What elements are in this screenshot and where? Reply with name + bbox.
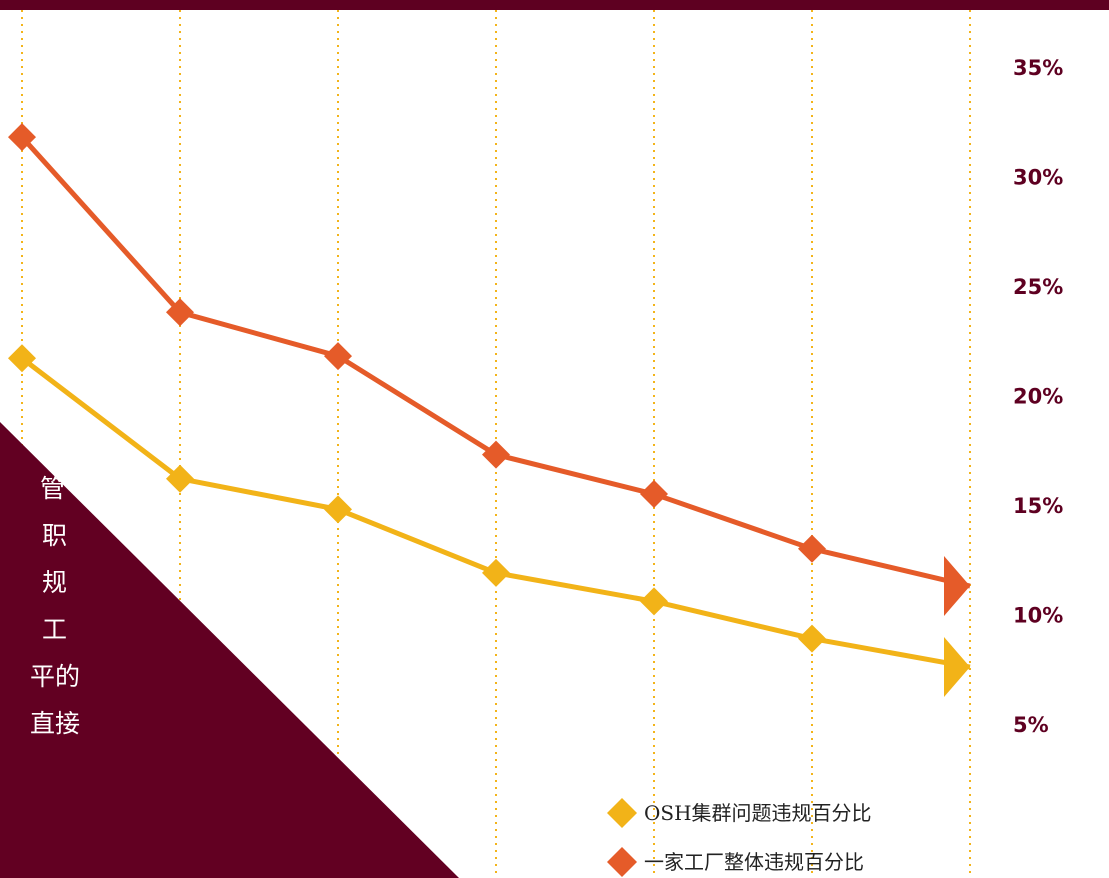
y-tick-label: 20% xyxy=(1013,385,1063,409)
data-point-marker xyxy=(640,480,668,509)
data-point-marker xyxy=(324,495,352,524)
legend-label-factory: 一家工厂整体违规百分比 xyxy=(644,850,864,874)
legend-marker-factory xyxy=(607,847,637,877)
data-point-marker xyxy=(798,624,826,653)
panel-text-line-1: 管 xyxy=(40,474,65,503)
data-point-marker xyxy=(798,534,826,563)
panel-text-line-6: 直接 xyxy=(30,709,80,738)
panel-text-line-3: 规 xyxy=(42,568,67,597)
legend-marker-osh xyxy=(607,798,637,828)
y-tick-label: 25% xyxy=(1013,275,1063,299)
panel-text-line-4: 工 xyxy=(42,615,67,644)
y-tick-label: 15% xyxy=(1013,494,1063,518)
legend: OSH集群问题违规百分比 一家工厂整体违规百分比 xyxy=(607,798,872,877)
data-point-marker xyxy=(640,587,668,616)
panel-text: 管 职 规 工 平的 直接 xyxy=(30,474,80,738)
data-point-marker xyxy=(8,344,36,373)
series-layer xyxy=(8,123,971,698)
data-point-marker xyxy=(482,558,510,587)
top-bar xyxy=(0,0,1109,10)
y-tick-label: 35% xyxy=(1013,56,1063,80)
legend-label-osh: OSH集群问题违规百分比 xyxy=(644,801,872,825)
data-point-marker xyxy=(324,342,352,371)
y-axis-ticks: 35% 30% 25% 20% 15% 10% 5% xyxy=(1013,56,1063,737)
series-end-arrow xyxy=(944,556,970,617)
data-point-marker xyxy=(166,464,194,493)
data-point-marker xyxy=(482,440,510,469)
text-panel xyxy=(0,422,459,878)
y-tick-label: 10% xyxy=(1013,604,1063,628)
panel-text-line-2: 职 xyxy=(42,521,67,550)
y-tick-label: 30% xyxy=(1013,166,1063,190)
y-tick-label: 5% xyxy=(1013,713,1049,737)
series-end-arrow xyxy=(944,637,970,698)
data-point-marker xyxy=(8,123,36,152)
data-point-marker xyxy=(166,298,194,327)
panel-text-line-5: 平的 xyxy=(30,662,80,691)
